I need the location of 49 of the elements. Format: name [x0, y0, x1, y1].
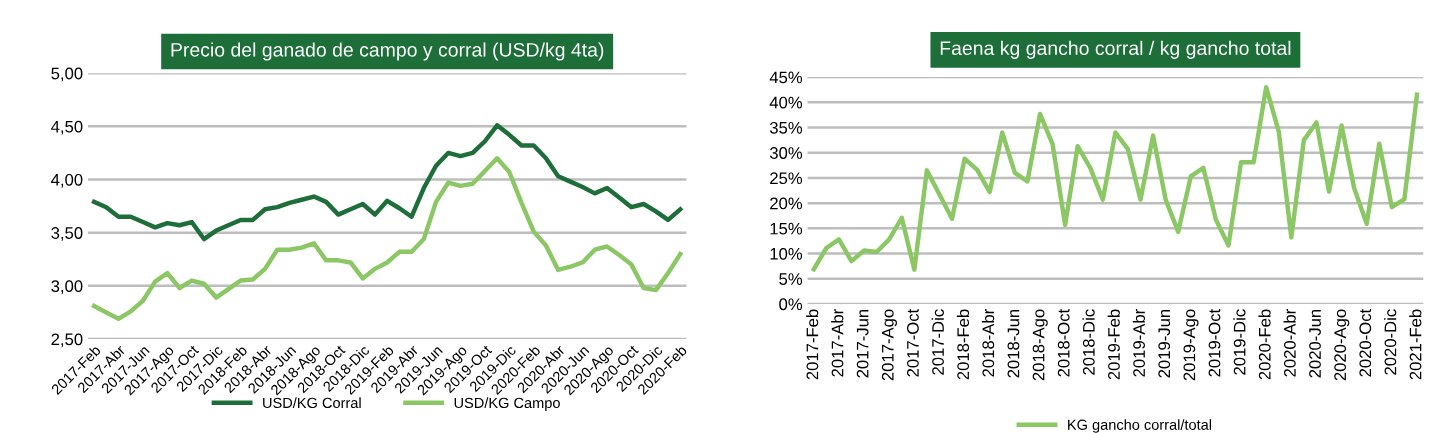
y-tick-label: 5%: [779, 273, 803, 285]
x-tick-label: 2020-Ago: [1334, 309, 1350, 381]
x-tick-label: 2018-Dic: [1082, 309, 1095, 375]
x-tick-label: 2020-Abr: [1283, 309, 1296, 377]
y-tick-label: 10%: [770, 247, 803, 260]
x-tick-label: 2021-Feb: [1409, 309, 1422, 380]
x-tick-label: 2017-Oct: [907, 308, 919, 377]
y-tick-label: 25%: [770, 172, 803, 185]
legend-label: USD/KG Corral: [263, 397, 361, 409]
x-tick-label: 2017-Ago: [881, 309, 897, 381]
x-tick-label: 2017-Dic: [931, 309, 944, 375]
x-tick-label: 2019-Dic: [1233, 309, 1246, 375]
line-series: [811, 84, 1420, 272]
y-tick-label: 40%: [769, 96, 803, 109]
x-tick-label: 2019-Jun: [1158, 309, 1171, 378]
y-tick-label: 30%: [769, 147, 803, 159]
x-tick-label: 2019-Abr: [1132, 309, 1145, 377]
y-tick-label: 15%: [770, 222, 803, 235]
y-tick-label: 3,50: [51, 227, 83, 241]
y-tick-label: 3,00: [51, 280, 83, 295]
y-tick-label: 20%: [770, 197, 803, 210]
y-tick-label: 5,00: [51, 67, 83, 82]
chart-title: Faena kg gancho corral / kg gancho total: [940, 40, 1291, 59]
line-series: [91, 156, 683, 322]
x-tick-label: 2018-Abr: [981, 309, 995, 377]
x-tick-label: 2018-Oct: [1057, 308, 1070, 377]
x-tick-label: 2018-Ago: [1032, 309, 1048, 381]
x-tick-label: 2017-Jun: [856, 309, 869, 378]
y-tick-label: 2,50: [51, 333, 83, 348]
x-tick-label: 2018-Jun: [1007, 309, 1020, 378]
y-tick-label: 4,00: [51, 173, 83, 188]
x-tick-label: 2019-Ago: [1183, 309, 1199, 381]
x-tick-label: 2020-Feb: [1258, 309, 1271, 380]
y-tick-label: 35%: [769, 121, 803, 134]
x-tick-label: 2020-Dic: [1384, 309, 1397, 375]
x-tick-label: 2019-Feb: [1107, 309, 1120, 380]
x-tick-label: 2018-Feb: [956, 309, 970, 380]
chart-title: Precio del ganado de campo y corral (USD/kg 4ta): [171, 42, 604, 61]
x-tick-label: 2017-Abr: [831, 309, 844, 377]
legend-label: KG gancho corral/total: [1068, 419, 1212, 433]
x-tick-label: 2020-Oct: [1359, 308, 1372, 377]
y-tick-label: 0%: [779, 298, 803, 311]
y-tick-label: 45%: [769, 71, 803, 84]
line-series: [91, 123, 683, 242]
x-tick-label: 2019-Oct: [1208, 308, 1221, 377]
y-tick-label: 4,50: [51, 120, 83, 135]
legend-label: USD/KG Campo: [454, 397, 560, 411]
x-tick-label: 2017-Feb: [806, 309, 819, 380]
x-tick-label: 2020-Jun: [1309, 309, 1321, 378]
